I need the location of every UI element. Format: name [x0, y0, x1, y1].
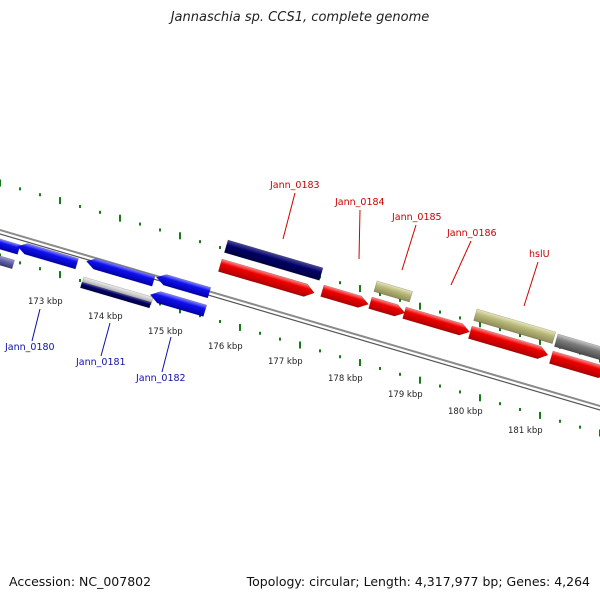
gene-jann-0181-upper-shape[interactable] [85, 256, 156, 287]
gene-jann-0183b[interactable] [217, 258, 316, 299]
scale-label: 175 kbp [148, 327, 183, 337]
gene-hslu-shape[interactable] [473, 308, 557, 344]
forward-gene-leader [523, 261, 539, 307]
gene-lavender-partial[interactable] [0, 249, 15, 270]
scale-label: 177 kbp [268, 357, 303, 367]
gene-jann-0179[interactable] [0, 233, 21, 255]
gene-red-right-shape[interactable] [548, 350, 600, 380]
gene-jann-0185[interactable] [373, 280, 413, 303]
forward-gene-label[interactable]: Jann_0186 [446, 228, 497, 239]
accession-text: Accession: NC_007802 [9, 574, 152, 589]
gene-hslu[interactable] [473, 308, 557, 344]
gene-jann-0186-shape[interactable] [402, 306, 472, 338]
gene-jann-0183b-shape[interactable] [217, 258, 316, 299]
map-title: Jannaschia sp. CCS1, complete genome [170, 10, 430, 25]
scale-label: 178 kbp [328, 374, 363, 384]
reverse-gene-label[interactable]: Jann_0180 [4, 342, 55, 353]
gene-hslu-red-shape[interactable] [467, 325, 549, 361]
gene-jann-0185b-shape[interactable] [368, 296, 407, 319]
scale-label: 179 kbp [388, 390, 423, 400]
reverse-gene-leader [31, 308, 41, 342]
reverse-gene-label[interactable]: Jann_0181 [75, 357, 126, 368]
scale-label: 181 kbp [508, 426, 543, 436]
gene-lavender-partial-shape[interactable] [0, 249, 15, 270]
gene-red-right[interactable] [548, 350, 600, 380]
topology-summary: Topology: circular; Length: 4,317,977 bp… [246, 574, 590, 589]
forward-gene-label[interactable]: Jann_0185 [391, 212, 442, 223]
gene-jann-0182-shape[interactable] [149, 289, 208, 317]
gene-jann-0184[interactable] [320, 284, 370, 310]
gene-jann-0179-shape[interactable] [0, 233, 21, 255]
forward-gene-leader [450, 240, 472, 286]
gene-jann-0186[interactable] [402, 306, 472, 338]
scale-label: 173 kbp [28, 297, 63, 307]
reverse-gene-label[interactable]: Jann_0182 [135, 373, 186, 384]
gene-jann-0185b[interactable] [368, 296, 407, 319]
gene-jann-0180-shape[interactable] [16, 241, 79, 270]
forward-gene-label[interactable]: Jann_0183 [269, 180, 320, 191]
reverse-gene-leader [100, 322, 111, 357]
backbone-line-outer [0, 228, 600, 408]
gene-jann-0181b[interactable] [155, 272, 212, 299]
gene-jann-0185-shape[interactable] [373, 280, 413, 303]
gene-grey-right-shape[interactable] [553, 333, 600, 364]
scale-label: 180 kbp [448, 407, 483, 417]
forward-gene-leader [358, 209, 361, 260]
gene-jann-0181-upper[interactable] [85, 256, 156, 287]
scale-label: 174 kbp [88, 312, 123, 322]
gene-hslu-red[interactable] [467, 325, 549, 361]
gene-jann-0183[interactable] [223, 239, 324, 281]
gene-jann-0183-shape[interactable] [223, 239, 324, 281]
gene-jann-0181b-shape[interactable] [155, 272, 212, 299]
forward-gene-leader [282, 192, 296, 240]
gene-navy-lower-shape[interactable] [79, 281, 152, 309]
gene-jann-0180[interactable] [16, 241, 79, 270]
gene-navy-lower[interactable] [79, 281, 152, 309]
scale-label: 176 kbp [208, 342, 243, 352]
reverse-gene-leader [161, 336, 172, 373]
forward-gene-leader [401, 224, 417, 271]
gene-jann-0184-shape[interactable] [320, 284, 370, 310]
forward-gene-label[interactable]: hslU [529, 249, 550, 260]
forward-gene-label[interactable]: Jann_0184 [334, 197, 385, 208]
gene-grey-right[interactable] [553, 333, 600, 364]
gene-jann-0182[interactable] [149, 289, 208, 317]
